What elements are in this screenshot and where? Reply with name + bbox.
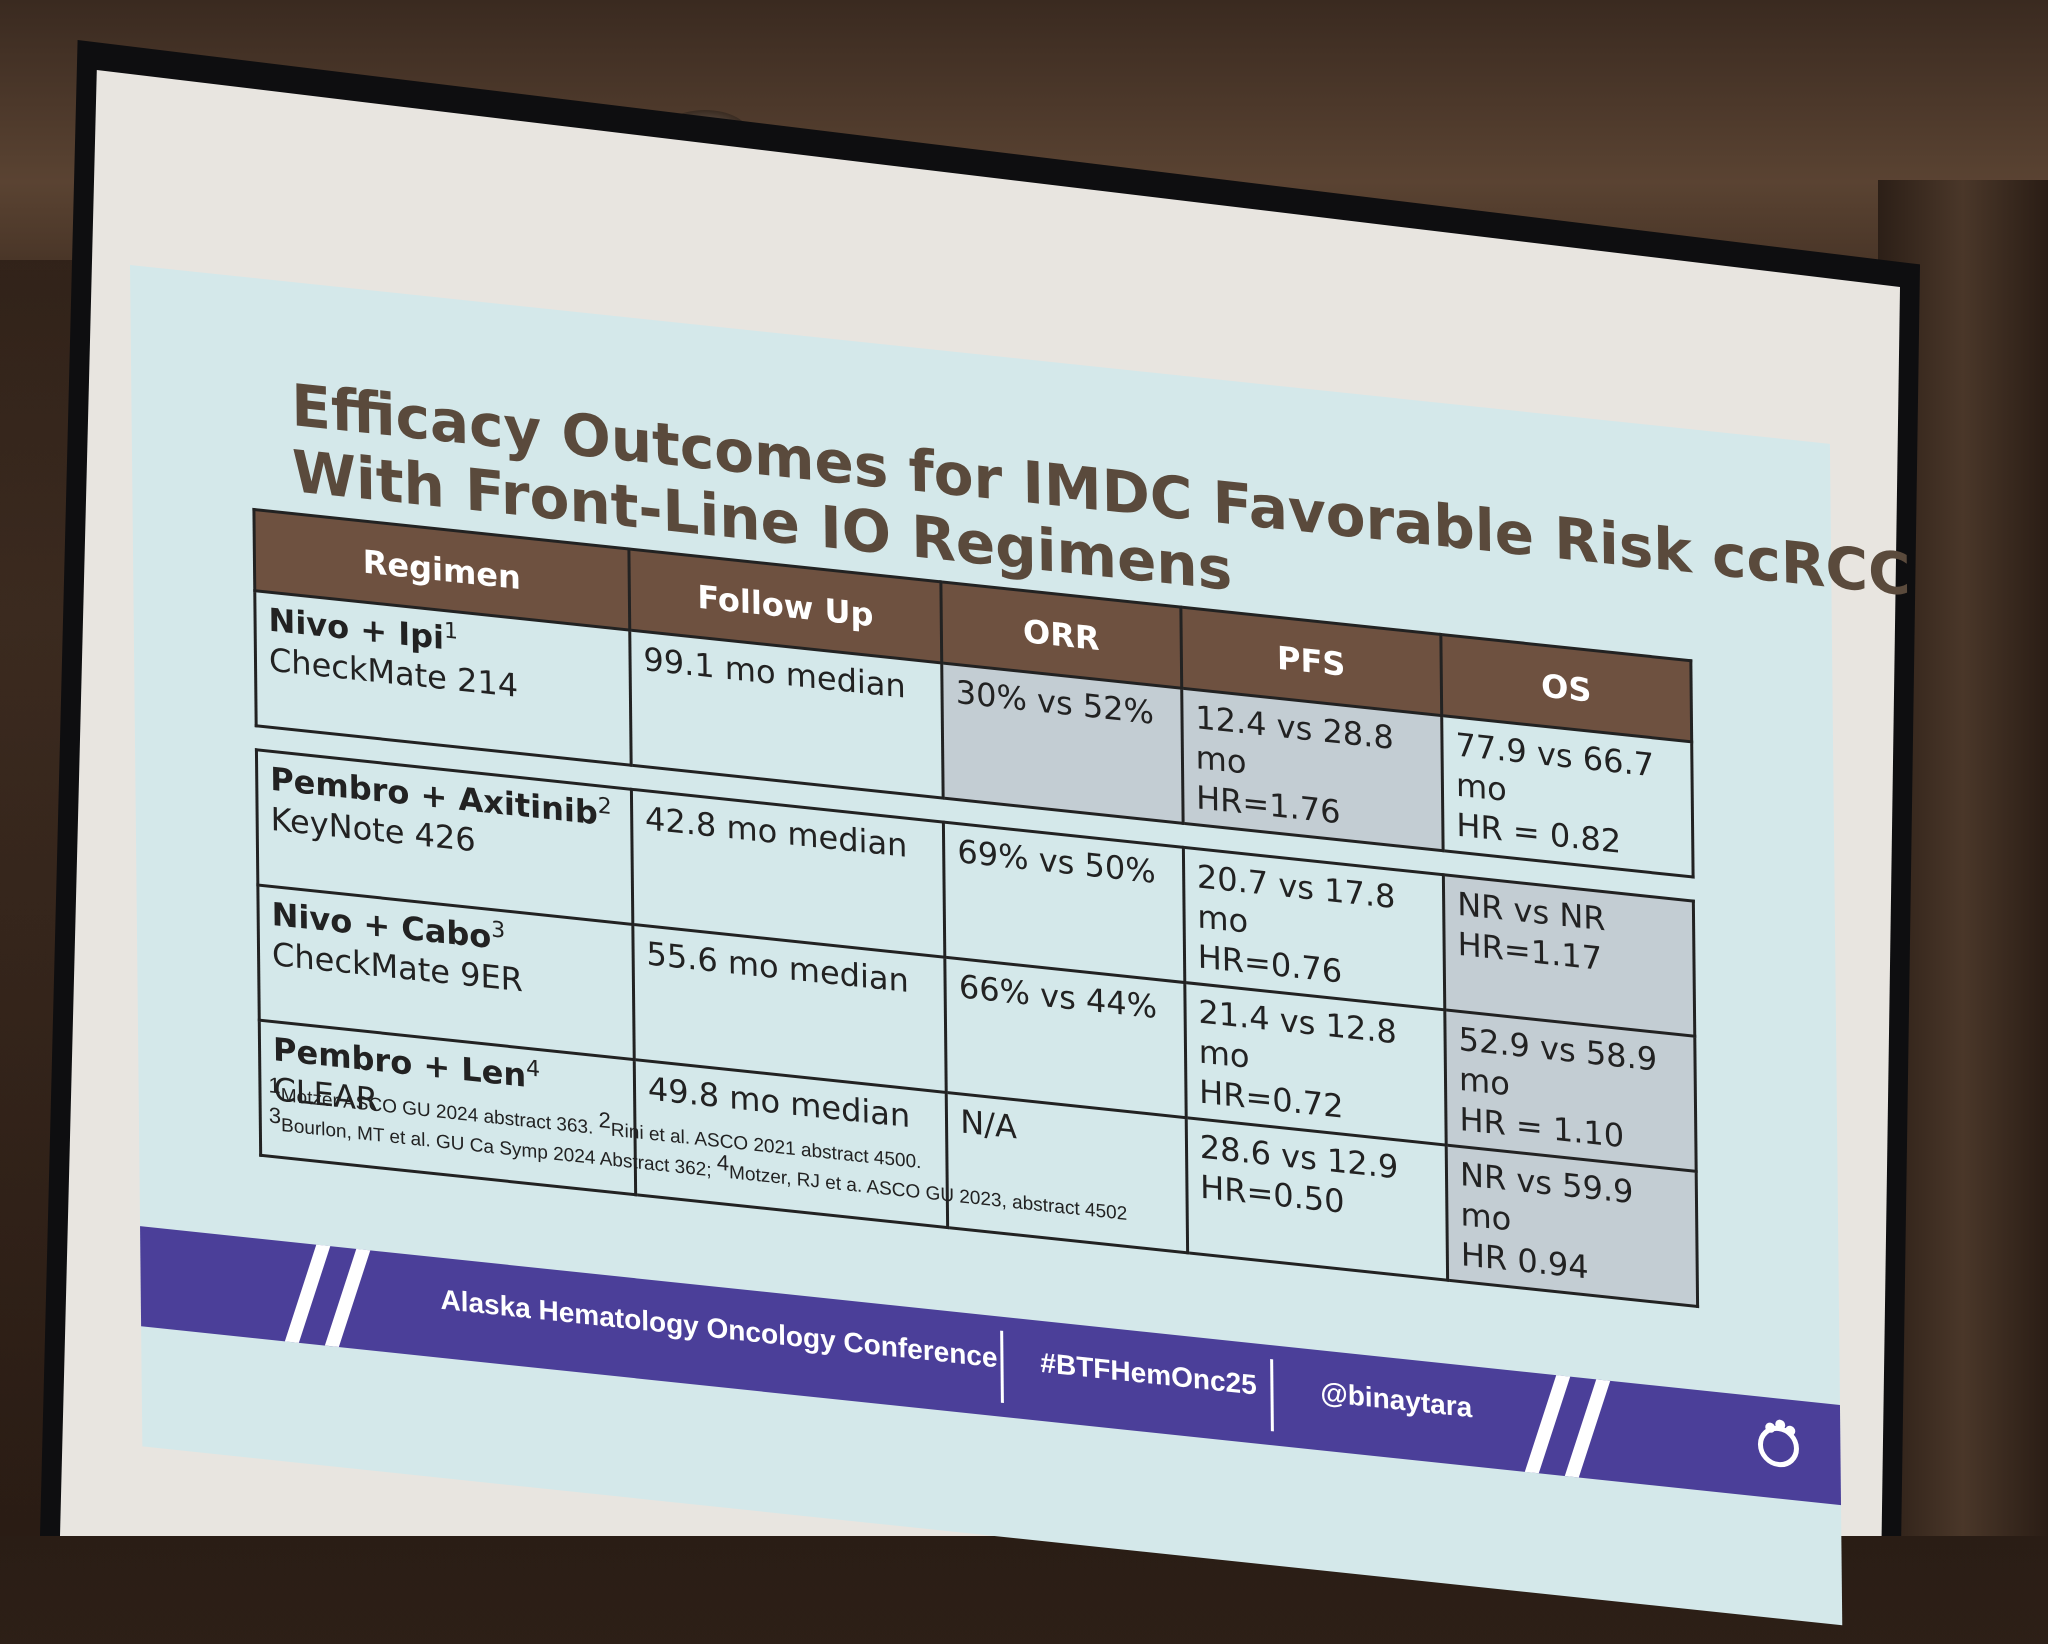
pfs-hr: HR=0.76	[1197, 937, 1343, 991]
footnote-ref: 2	[597, 793, 612, 821]
orr-cell: 66% vs 44%	[945, 957, 1186, 1118]
footnote-ref: 3	[268, 1102, 282, 1129]
os-hr: HR = 1.10	[1459, 1099, 1625, 1156]
footer-stripe	[1524, 1375, 1571, 1474]
footnote-ref: 2	[598, 1107, 611, 1134]
footnote-ref: 1	[443, 618, 459, 645]
pfs-cell: 12.4 vs 28.8 mo HR=1.76	[1181, 688, 1444, 851]
slide-footer: Alaska Hematology Oncology Conference #B…	[140, 1226, 1842, 1506]
os-cell: 52.9 vs 58.9 mo HR = 1.10	[1444, 1009, 1697, 1172]
pfs-hr: HR=1.76	[1195, 778, 1341, 832]
footer-stripe	[324, 1248, 371, 1348]
conference-hashtag: #BTFHemOnc25	[1040, 1346, 1257, 1401]
pfs-value: 20.7 vs 17.8 mo	[1196, 857, 1396, 941]
os-value: 77.9 vs 66.7 mo	[1455, 725, 1655, 809]
pfs-value: 12.4 vs 28.8 mo	[1195, 698, 1394, 782]
os-cell: NR vs 59.9 mo HR 0.94	[1446, 1145, 1698, 1307]
os-hr: HR = 0.82	[1456, 805, 1622, 861]
conference-name: Alaska Hematology Oncology Conference	[440, 1283, 998, 1374]
conference-logo-icon	[1757, 1419, 1799, 1468]
os-cell: NR vs NR HR=1.17	[1443, 874, 1695, 1037]
footer-stripe	[284, 1244, 331, 1343]
footer-stripe	[1564, 1379, 1611, 1478]
slide: Efficacy Outcomes for IMDC Favorable Ris…	[130, 265, 1911, 1626]
twitter-handle: @binaytara	[1320, 1376, 1473, 1424]
footer-divider	[1000, 1330, 1004, 1404]
orr-cell: 30% vs 52%	[941, 662, 1183, 824]
os-hr: HR 0.94	[1460, 1235, 1589, 1287]
footnote-ref: 1	[268, 1072, 281, 1099]
footnote-ref: 4	[525, 1056, 541, 1083]
pfs-value: 21.4 vs 12.8 mo	[1198, 992, 1397, 1076]
os-value: 52.9 vs 58.9 mo	[1458, 1019, 1658, 1104]
footnote-ref: 4	[716, 1149, 730, 1176]
os-cell: 77.9 vs 66.7 mo HR = 0.82	[1441, 715, 1694, 878]
footer-divider	[1270, 1359, 1274, 1432]
os-value: NR vs 59.9 mo	[1459, 1154, 1634, 1239]
pfs-hr: HR=0.72	[1198, 1072, 1344, 1126]
orr-cell: 69% vs 50%	[943, 822, 1185, 983]
footnote-ref: 3	[491, 917, 506, 944]
projected-slide: Efficacy Outcomes for IMDC Favorable Ris…	[130, 265, 1911, 1642]
